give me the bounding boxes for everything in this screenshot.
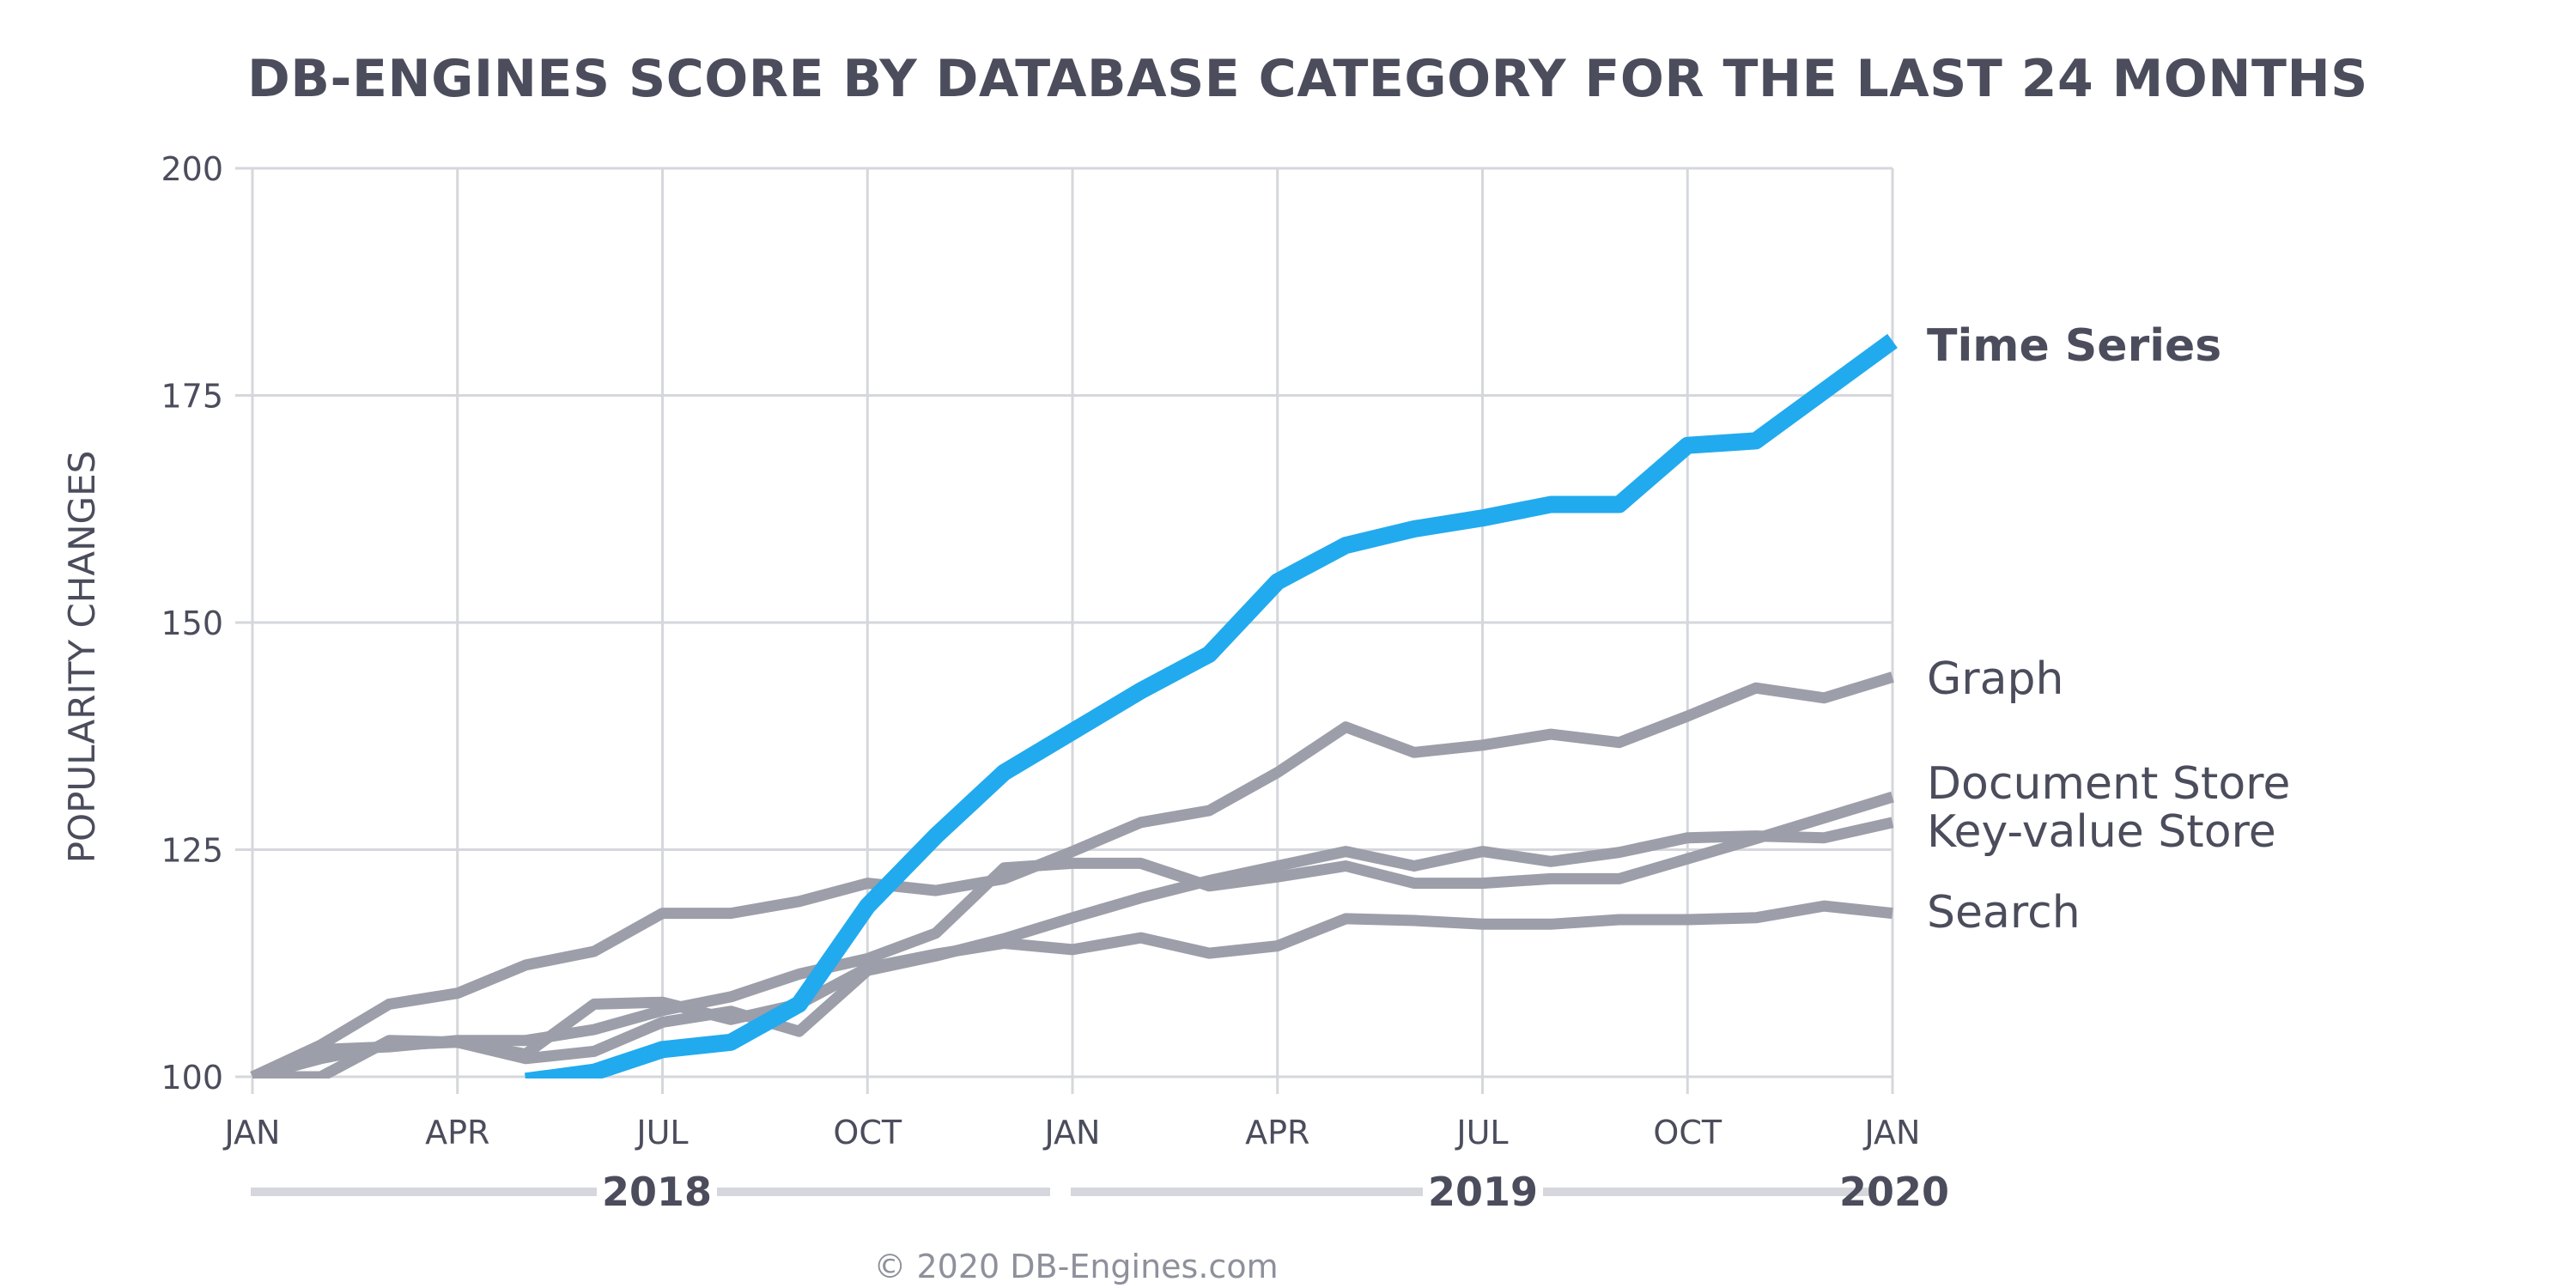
series-label-document-store: Document Store	[1927, 758, 2290, 810]
y-tick-label: 100	[161, 1059, 223, 1097]
y-tick-label: 200	[161, 150, 223, 188]
x-tick-label: OCT	[833, 1114, 902, 1151]
x-tick-label: OCT	[1653, 1114, 1722, 1151]
series-label-time-series: Time Series	[1927, 320, 2221, 372]
y-axis-ticks: 100 125 150 175 200	[161, 150, 223, 1097]
x-tick-label: JAN	[1863, 1114, 1921, 1151]
year-bars: 2018 2019 2020	[251, 1169, 1949, 1215]
series-label-search: Search	[1927, 887, 2081, 939]
gridlines	[235, 167, 1894, 1094]
series-label-graph: Graph	[1927, 653, 2064, 705]
chart-title: DB-ENGINES SCORE BY DATABASE CATEGORY FO…	[247, 49, 2368, 109]
x-tick-label: JUL	[635, 1114, 688, 1151]
series-line-key-value-store	[250, 791, 1894, 1078]
x-tick-label: APR	[425, 1114, 489, 1151]
x-tick-label: APR	[1245, 1114, 1309, 1151]
year-label: 2020	[1839, 1169, 1949, 1215]
y-axis-label: POPULARITY CHANGES	[61, 451, 103, 864]
series-label-key-value-store: Key-value Store	[1927, 806, 2276, 858]
x-tick-label: JUL	[1455, 1114, 1508, 1151]
year-label: 2018	[602, 1169, 712, 1215]
y-tick-label: 150	[161, 605, 223, 642]
copyright-text: © 2020 DB-Engines.com	[873, 1248, 1278, 1285]
series-line-time-series	[524, 333, 1898, 1078]
year-label: 2019	[1428, 1169, 1538, 1215]
x-tick-label: JAN	[1043, 1114, 1101, 1151]
y-tick-label: 175	[161, 378, 223, 416]
y-tick-label: 125	[161, 832, 223, 870]
x-axis-ticks: JAN APR JUL OCT JAN APR JUL OCT JAN	[223, 1114, 1921, 1151]
series-line-graph	[250, 671, 1894, 1078]
series-lines	[250, 333, 1898, 1078]
x-tick-label: JAN	[223, 1114, 281, 1151]
series-line-search	[251, 900, 1893, 1078]
